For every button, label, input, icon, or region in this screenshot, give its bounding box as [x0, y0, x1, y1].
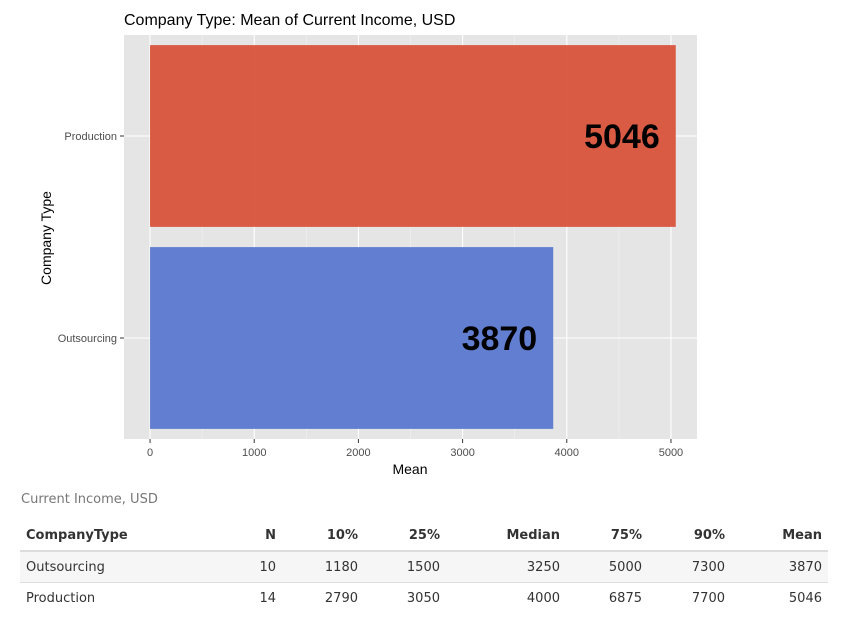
column-header: 25% — [364, 521, 446, 552]
x-tick-label: 2000 — [346, 447, 370, 459]
bar-outsourcing — [150, 247, 554, 429]
column-header: Mean — [731, 521, 828, 552]
table-row: Production 14 2790 3050 4000 6875 7700 5… — [20, 582, 828, 613]
table-cell: 4000 — [446, 582, 566, 613]
x-tick-label: 3000 — [450, 447, 474, 459]
table-cell: 5046 — [731, 582, 828, 613]
bars — [150, 45, 676, 429]
data-labels: 5046 3870 — [462, 118, 660, 358]
data-label: 3870 — [462, 320, 538, 358]
y-tick-label: Outsourcing — [58, 333, 117, 345]
table-cell: 3870 — [731, 550, 828, 583]
table-cell: 7300 — [648, 550, 731, 583]
x-tick-label: 5000 — [659, 447, 683, 459]
y-axis-ticks: Production Outsourcing — [58, 131, 124, 345]
column-header: Median — [446, 521, 566, 552]
x-tick-label: 0 — [147, 447, 153, 459]
table-caption: Current Income, USD — [21, 492, 158, 507]
table-cell: 1180 — [282, 550, 364, 583]
bar-chart: Company Type: Mean of Current Income, US… — [38, 12, 697, 477]
chart-title: Company Type: Mean of Current Income, US… — [124, 12, 455, 29]
table-cell: 6875 — [566, 582, 648, 613]
x-tick-label: 1000 — [242, 447, 266, 459]
table-cell: 7700 — [648, 582, 731, 613]
bar-production — [150, 45, 676, 227]
table-cell: 3050 — [364, 582, 446, 613]
column-header: CompanyType — [20, 521, 220, 552]
x-axis-title: Mean — [392, 461, 427, 477]
table-cell: Production — [20, 582, 220, 613]
column-header: 90% — [648, 521, 731, 552]
column-header: 75% — [566, 521, 648, 552]
table-row: Outsourcing 10 1180 1500 3250 5000 7300 … — [20, 550, 828, 583]
table-cell: Outsourcing — [20, 550, 220, 583]
table-cell: 5000 — [566, 550, 648, 583]
x-axis-ticks: 0 1000 2000 3000 4000 5000 — [147, 439, 683, 459]
data-label: 5046 — [584, 118, 660, 156]
y-axis-title: Company Type — [38, 191, 54, 285]
y-tick-label: Production — [64, 131, 117, 143]
table-cell: 10 — [220, 550, 282, 583]
summary-table: CompanyType N 10% 25% Median 75% 90% Mea… — [20, 521, 828, 613]
column-header: N — [220, 521, 282, 552]
column-header: 10% — [282, 521, 364, 552]
table-header-row: CompanyType N 10% 25% Median 75% 90% Mea… — [20, 521, 828, 552]
table-cell: 1500 — [364, 550, 446, 583]
table-cell: 3250 — [446, 550, 566, 583]
table-cell: 14 — [220, 582, 282, 613]
x-tick-label: 4000 — [555, 447, 579, 459]
table-cell: 2790 — [282, 582, 364, 613]
